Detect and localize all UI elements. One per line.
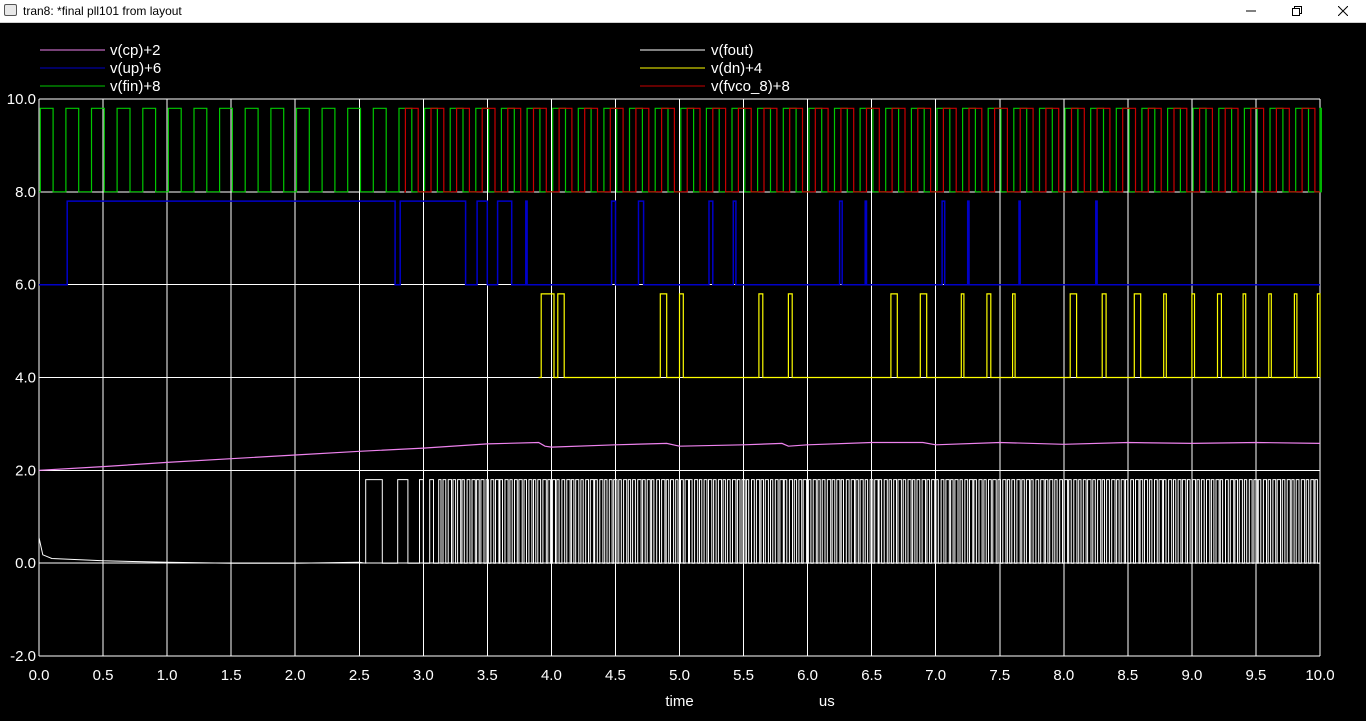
x-tick-label: 9.0 [1181, 667, 1202, 684]
window-title: tran8: *final pll101 from layout [23, 4, 182, 18]
x-axis-unit: us [819, 693, 835, 710]
x-tick-label: 4.5 [605, 667, 626, 684]
legend-label-dn: v(dn)+4 [711, 60, 762, 77]
x-tick-label: 8.0 [1053, 667, 1074, 684]
y-tick-label: 8.0 [15, 184, 36, 201]
trace-fin [39, 107, 1322, 193]
x-axis-label: time [665, 693, 693, 710]
window-titlebar[interactable]: tran8: *final pll101 from layout [0, 0, 1366, 23]
waveform-chart[interactable]: 0.0 0.5 1.0 1.5 2.0 2.5 3.0 3.5 4.0 4.5 5.0 5.5 6.0 6… [0, 23, 1366, 721]
y-tick-label: 6.0 [15, 277, 36, 294]
x-tick-label: 0.0 [29, 667, 50, 684]
x-tick-label: 3.0 [413, 667, 434, 684]
close-icon [1338, 6, 1348, 16]
legend-label-cp: v(cp)+2 [110, 42, 160, 59]
x-tick-label: 7.5 [989, 667, 1010, 684]
legend-label-up: v(up)+6 [110, 60, 161, 77]
trace-cp [38, 441, 1321, 471]
x-tick-label: 1.0 [157, 667, 178, 684]
close-button[interactable] [1320, 0, 1366, 22]
x-tick-label: 1.5 [221, 667, 242, 684]
waveform-plot-area[interactable]: 0.0 0.5 1.0 1.5 2.0 2.5 3.0 3.5 4.0 4.5 5.0 5.5 6.0 6… [0, 23, 1366, 721]
x-tick-label: 3.5 [477, 667, 498, 684]
x-tick-label: 5.5 [733, 667, 754, 684]
trace-fvco [404, 107, 1320, 193]
x-tick-label: 6.0 [797, 667, 818, 684]
x-tick-label: 6.5 [861, 667, 882, 684]
minimize-icon [1246, 10, 1256, 12]
x-tick-label: 0.5 [93, 667, 114, 684]
y-tick-label: 2.0 [15, 462, 36, 479]
y-tick-label: 0.0 [15, 555, 36, 572]
x-tick-label: 9.5 [1246, 667, 1267, 684]
legend-label-fin: v(fin)+8 [110, 78, 160, 95]
y-tick-label: 10.0 [7, 91, 36, 108]
app-window-icon [4, 4, 17, 16]
restore-button[interactable] [1274, 0, 1320, 22]
minimize-button[interactable] [1228, 0, 1274, 22]
x-tick-label: 10.0 [1305, 667, 1334, 684]
trace-fout [38, 479, 1320, 564]
restore-icon [1292, 6, 1302, 16]
x-tick-label: 5.0 [669, 667, 690, 684]
x-tick-label: 2.0 [285, 667, 306, 684]
trace-dn [538, 293, 1321, 379]
legend-label-fvco: v(fvco_8)+8 [711, 78, 790, 95]
y-tick-label: 4.0 [15, 370, 36, 387]
legend-label-fout: v(fout) [711, 42, 754, 59]
x-tick-label: 7.0 [925, 667, 946, 684]
x-tick-label: 2.5 [349, 667, 370, 684]
y-tick-label: -2.0 [10, 648, 36, 665]
x-tick-label: 8.5 [1117, 667, 1138, 684]
x-tick-label: 4.0 [541, 667, 562, 684]
trace-up [39, 200, 1320, 286]
